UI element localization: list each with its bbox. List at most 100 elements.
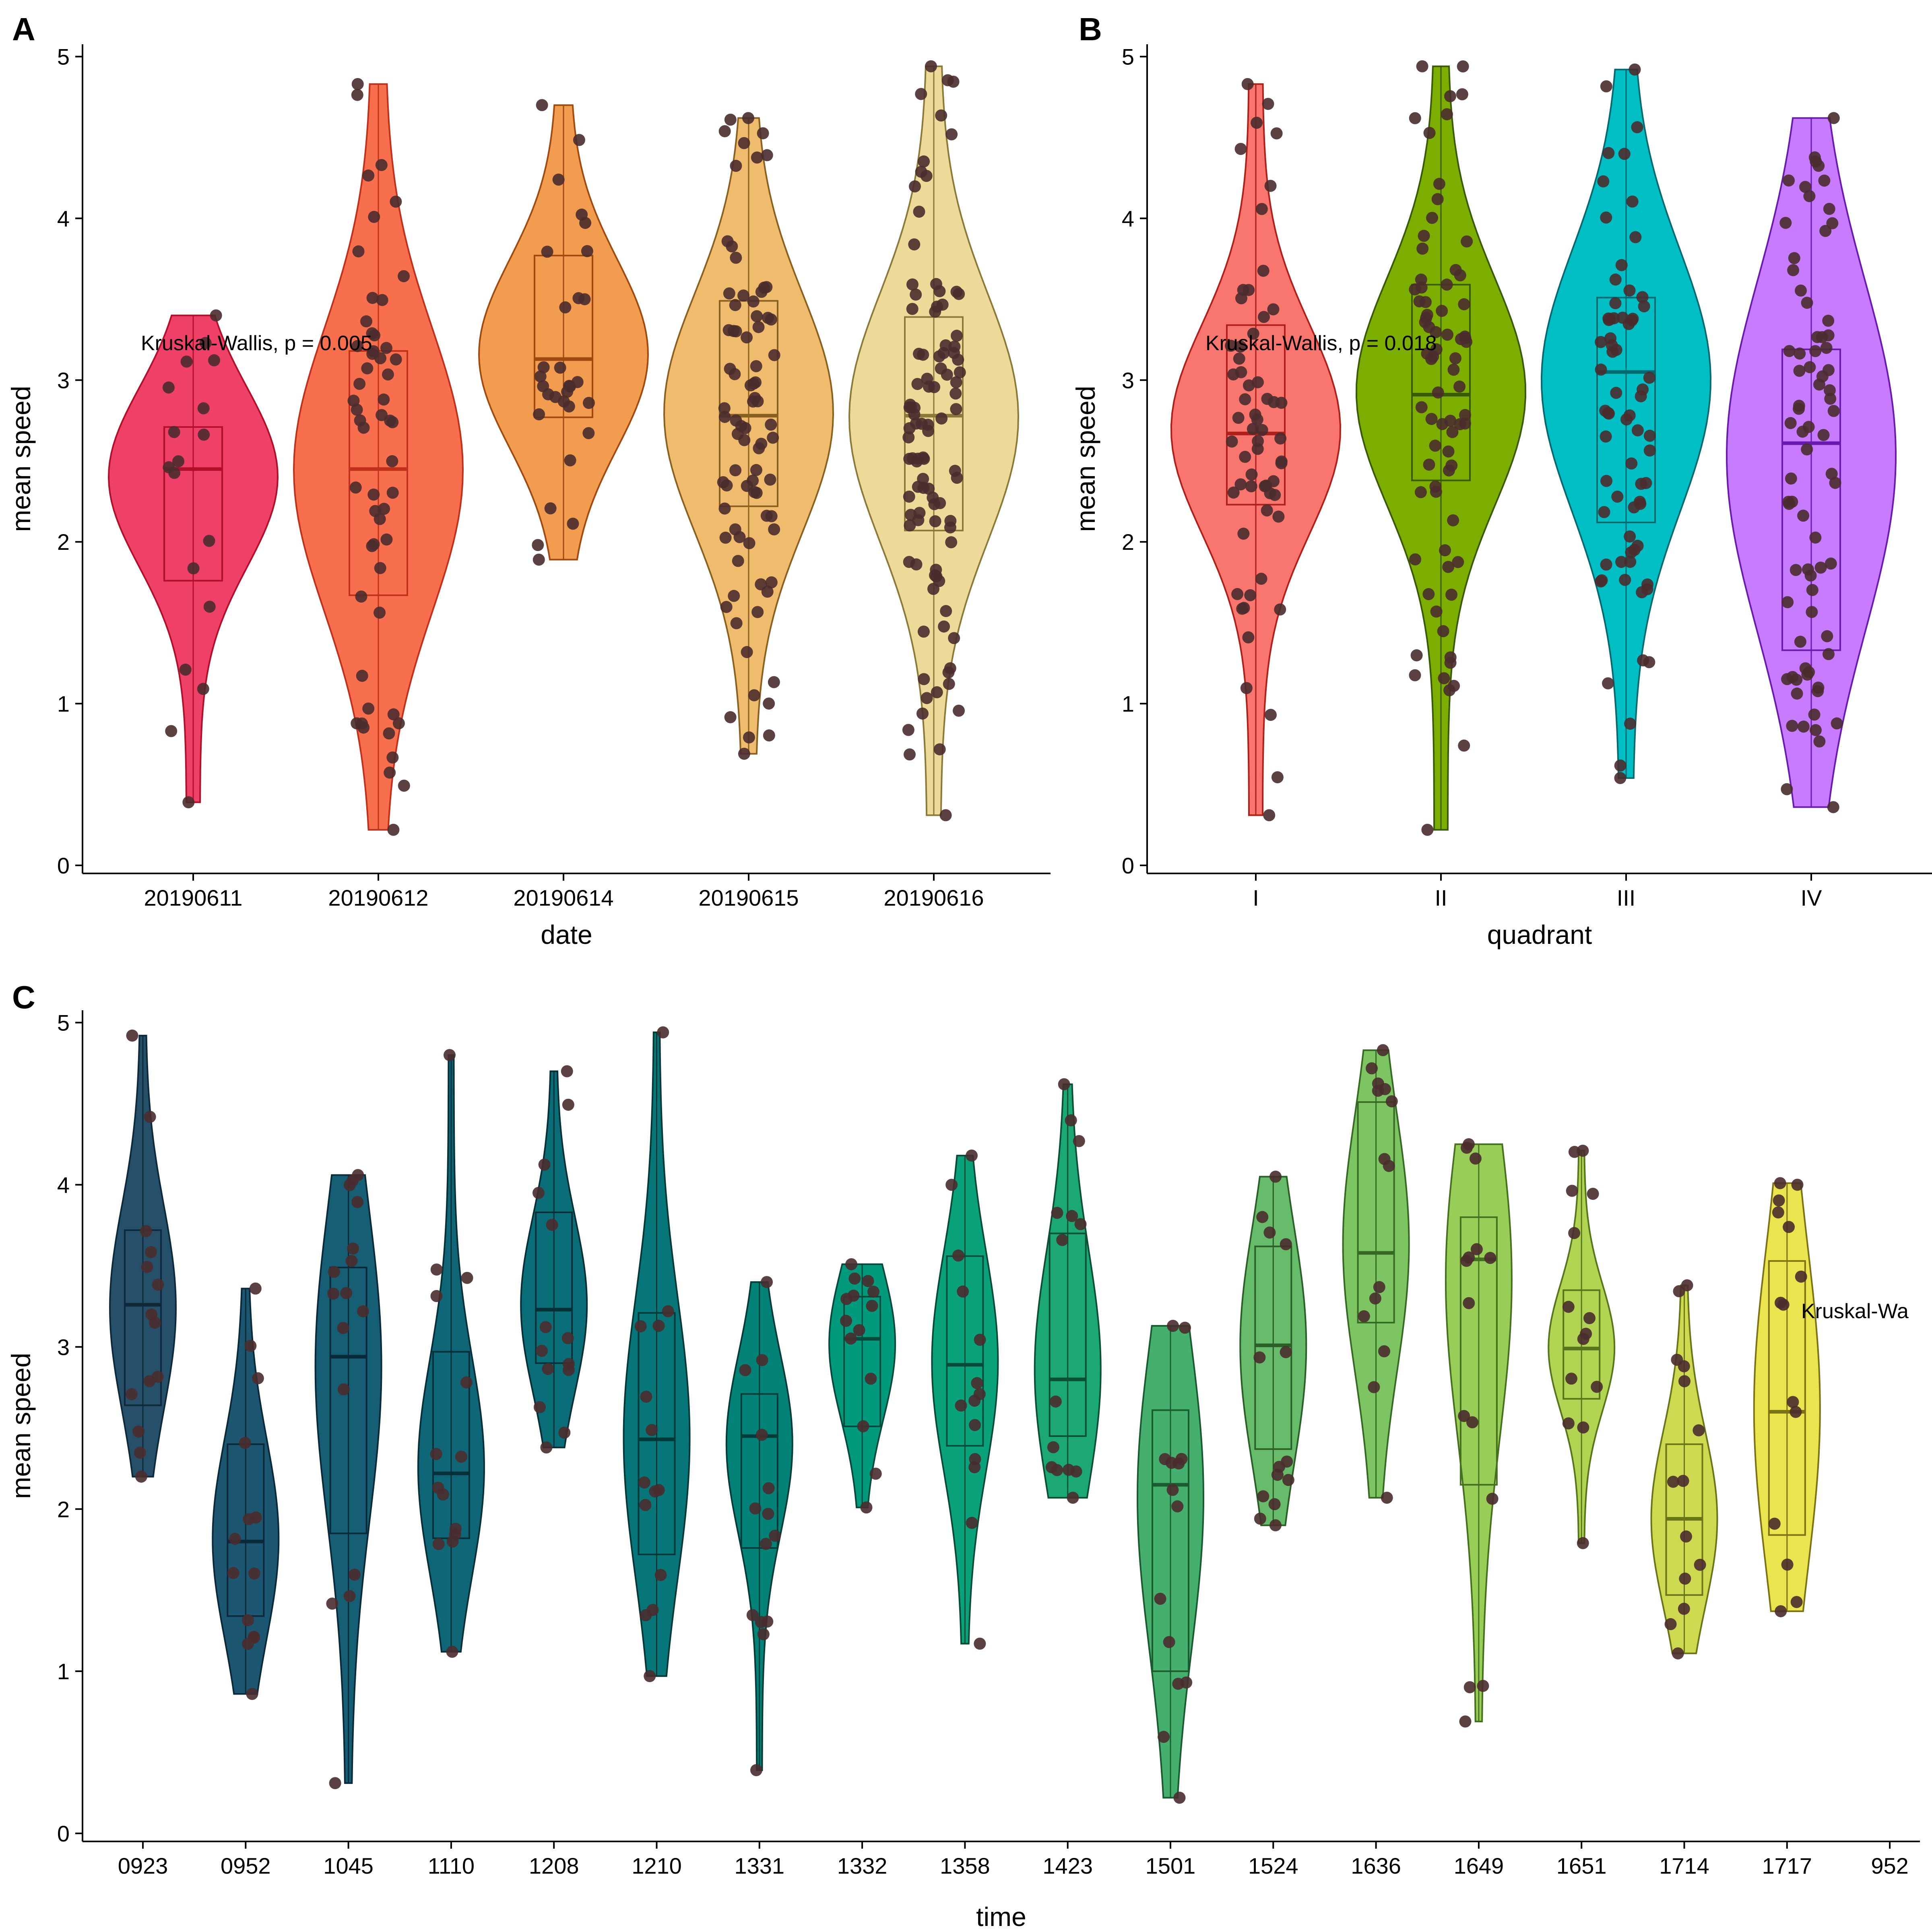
data-point	[723, 287, 735, 299]
data-point	[1635, 478, 1647, 490]
data-point	[1429, 326, 1442, 339]
data-point	[1806, 584, 1818, 596]
data-point	[392, 717, 405, 730]
data-point	[1808, 708, 1821, 721]
data-point	[386, 455, 398, 467]
data-point	[902, 431, 915, 444]
data-point	[939, 809, 952, 822]
data-point	[1794, 636, 1806, 648]
data-point	[210, 309, 222, 322]
data-point	[1461, 235, 1473, 248]
data-point	[908, 180, 921, 193]
data-point	[1600, 80, 1612, 93]
data-point	[536, 1345, 548, 1357]
data-point	[1562, 1300, 1575, 1313]
data-point	[1614, 759, 1627, 772]
data-point	[749, 1502, 762, 1515]
data-point	[966, 1517, 978, 1529]
data-point	[732, 555, 744, 567]
data-point	[917, 349, 929, 361]
data-point	[662, 1305, 674, 1317]
data-point	[917, 625, 930, 638]
data-point	[1577, 1333, 1589, 1345]
data-point	[1801, 297, 1813, 309]
x-tick-label: 20190616	[883, 885, 984, 910]
data-point	[719, 531, 732, 544]
data-point	[383, 727, 395, 740]
data-point	[1625, 457, 1638, 470]
data-point	[351, 1196, 364, 1208]
data-point	[1264, 180, 1277, 192]
data-point	[1779, 217, 1792, 229]
data-point	[1372, 1084, 1384, 1097]
violin-group-1358	[931, 1150, 999, 1650]
data-point	[1269, 1519, 1282, 1532]
data-point	[1794, 347, 1806, 360]
data-point	[727, 325, 740, 337]
data-point	[1358, 1310, 1370, 1323]
data-point	[1444, 415, 1457, 427]
data-point	[1251, 116, 1263, 129]
data-point	[1461, 1141, 1473, 1154]
data-point	[949, 464, 961, 477]
data-point	[768, 349, 780, 361]
data-point	[957, 1285, 969, 1298]
data-point	[764, 473, 776, 486]
data-point	[865, 1373, 877, 1385]
data-point	[347, 394, 360, 407]
data-point	[1595, 336, 1607, 348]
data-point	[326, 1598, 339, 1610]
data-point	[718, 411, 731, 423]
violin-group-20190612	[293, 78, 464, 836]
data-point	[1257, 1490, 1269, 1503]
data-point	[1274, 432, 1287, 445]
data-point	[536, 99, 548, 111]
data-point	[1447, 514, 1459, 526]
data-point	[398, 270, 410, 283]
data-point	[1812, 159, 1825, 172]
data-point	[913, 205, 925, 218]
data-point	[387, 824, 400, 836]
data-point	[1627, 313, 1639, 325]
x-tick-label: 1636	[1351, 1853, 1401, 1878]
data-point	[329, 1777, 341, 1790]
data-point	[1484, 1252, 1496, 1264]
data-point	[340, 1287, 353, 1299]
data-point	[1238, 602, 1250, 614]
data-point	[1179, 1321, 1191, 1334]
data-point	[1775, 1605, 1787, 1618]
violin-group-II	[1355, 60, 1527, 836]
data-point	[929, 515, 941, 528]
data-point	[563, 380, 576, 392]
data-point	[1810, 724, 1822, 736]
x-tick-label: 20190614	[513, 885, 613, 910]
data-point	[1074, 1218, 1087, 1230]
data-point	[578, 293, 591, 305]
violin-group-1636	[1342, 1044, 1410, 1504]
data-point	[1795, 284, 1807, 297]
data-point	[126, 1029, 138, 1042]
kruskal-wallis-annotation: Kruskal-Wa	[1801, 1300, 1909, 1323]
data-point	[252, 1372, 264, 1385]
data-point	[1625, 546, 1637, 559]
x-tick-label: 1524	[1248, 1853, 1298, 1878]
violin-group-1649	[1445, 1138, 1513, 1728]
data-point	[1790, 1406, 1802, 1418]
data-point	[741, 331, 753, 344]
data-point	[912, 514, 925, 526]
data-point	[739, 422, 751, 434]
data-point	[1667, 1476, 1679, 1488]
data-point	[1790, 673, 1803, 686]
y-tick-label: 2	[57, 1496, 70, 1522]
data-point	[1629, 231, 1642, 244]
data-point	[1829, 477, 1841, 489]
data-point	[1459, 417, 1471, 430]
data-point	[1629, 63, 1641, 76]
data-point	[1272, 510, 1285, 523]
data-point	[1255, 572, 1267, 585]
data-point	[657, 1026, 669, 1038]
data-point	[1678, 1375, 1690, 1387]
data-point	[954, 366, 966, 379]
data-point	[1426, 212, 1439, 224]
